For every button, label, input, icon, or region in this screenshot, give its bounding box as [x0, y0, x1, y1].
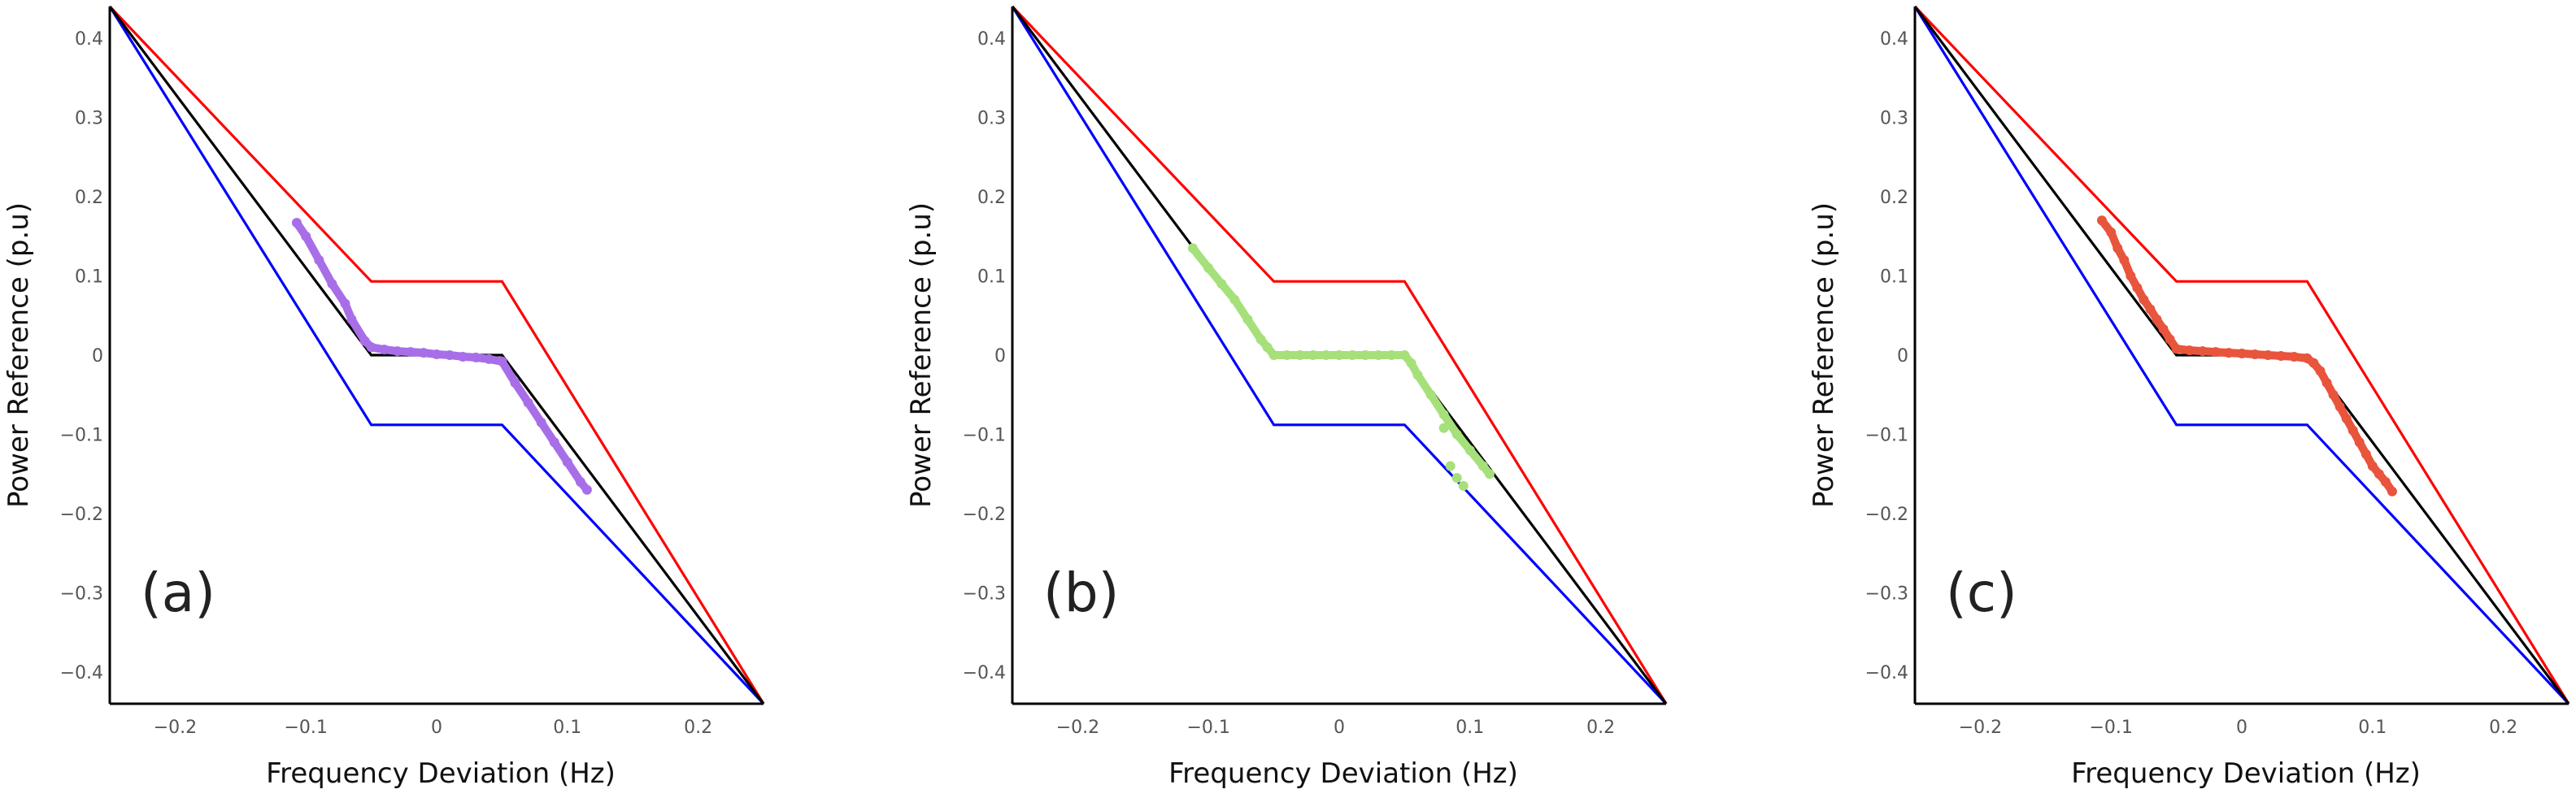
measured-outliers-point: [1458, 480, 1469, 491]
x-tick-label: 0: [2236, 718, 2247, 738]
y-tick-label: 0.2: [75, 188, 103, 208]
x-tick-label: 0.2: [2489, 718, 2517, 738]
chart-panel-a: 0.4 0.3 0.2 0.1 0 −0.1 −0.2 −0.3 −0.4 −0.2 −0.1 0 0.…: [2, 5, 765, 790]
y-tick-label: 0.3: [977, 109, 1006, 129]
y-tick-label: −0.2: [963, 505, 1006, 525]
chart-panel-b: 0.4 0.3 0.2 0.1 0 −0.1 −0.2 −0.3 −0.4 −0.2 −0.1 0 0.…: [905, 5, 1668, 790]
measured-trace: [2097, 216, 2396, 496]
measured-series: [291, 218, 592, 495]
y-tick-label: −0.1: [60, 426, 103, 446]
x-tick-label: −0.1: [1186, 718, 1229, 738]
y-tick-label: 0.3: [1880, 109, 1908, 129]
x-tick-label: 0.2: [1586, 718, 1615, 738]
y-tick-label: −0.4: [1865, 663, 1908, 683]
x-tick-label: −0.1: [2089, 718, 2132, 738]
x-axis-title: Frequency Deviation (Hz): [2071, 757, 2421, 790]
y-tick-label: −0.3: [1865, 584, 1908, 605]
panel-label: (a): [141, 562, 215, 624]
x-axis-title: Frequency Deviation (Hz): [1168, 757, 1518, 790]
upper-bound-line: [1913, 5, 2570, 705]
y-tick-label: 0.1: [977, 267, 1006, 288]
y-tick-label: 0.2: [977, 188, 1006, 208]
x-tick-label: 0.1: [553, 718, 581, 738]
y-tick-label: 0: [1897, 346, 1908, 366]
x-tick-label: 0: [1334, 718, 1345, 738]
y-tick-label: 0: [994, 346, 1006, 366]
x-tick-label: −0.2: [1959, 718, 2002, 738]
measured-trace: [1188, 244, 1494, 479]
lower-bound-line: [108, 6, 765, 705]
measured-series: [2096, 215, 2397, 497]
y-axis-title: Power Reference (p.u): [2, 202, 35, 508]
y-tick-label: 0: [92, 346, 103, 366]
y-tick-label: −0.4: [963, 663, 1006, 683]
y-tick-label: 0.1: [1880, 267, 1908, 288]
measured-series: [1187, 243, 1495, 479]
y-tick-label: −0.2: [1865, 505, 1908, 525]
x-tick-label: 0: [431, 718, 442, 738]
y-axis-title: Power Reference (p.u): [1808, 202, 1840, 508]
upper-bound-line: [108, 5, 765, 705]
lower-bound-line: [1011, 6, 1668, 705]
x-tick-label: −0.1: [284, 718, 327, 738]
y-tick-label: −0.3: [60, 584, 103, 605]
y-tick-label: −0.1: [963, 426, 1006, 446]
measured-outliers-series: [1438, 423, 1469, 491]
lower-bound-line: [1913, 6, 2570, 705]
upper-bound-line: [1011, 5, 1668, 705]
y-tick-label: 0.4: [1880, 29, 1908, 50]
y-tick-label: −0.1: [1865, 426, 1908, 446]
y-axis-title: Power Reference (p.u): [905, 202, 938, 508]
y-tick-label: 0.4: [75, 29, 103, 50]
y-tick-label: 0.2: [1880, 188, 1908, 208]
measured-outliers-point: [1445, 461, 1456, 471]
x-tick-label: −0.2: [1056, 718, 1099, 738]
panel-label: (b): [1043, 562, 1119, 624]
y-tick-label: −0.2: [60, 505, 103, 525]
x-tick-label: 0.1: [1456, 718, 1484, 738]
y-tick-label: −0.4: [60, 663, 103, 683]
measured-outliers-point: [1451, 473, 1462, 484]
y-tick-label: 0.3: [75, 109, 103, 129]
measured-outliers-point: [1438, 423, 1449, 433]
measured-trace: [292, 219, 591, 494]
x-tick-label: 0.1: [2358, 718, 2387, 738]
chart-panel-c: 0.4 0.3 0.2 0.1 0 −0.1 −0.2 −0.3 −0.4 −0.2 −0.1 0 0.…: [1808, 5, 2570, 790]
x-tick-label: 0.2: [684, 718, 712, 738]
x-tick-label: −0.2: [154, 718, 197, 738]
panel-label: (c): [1946, 562, 2017, 624]
y-tick-label: 0.4: [977, 29, 1006, 50]
x-axis-title: Frequency Deviation (Hz): [266, 757, 616, 790]
y-tick-label: 0.1: [75, 267, 103, 288]
y-tick-label: −0.3: [963, 584, 1006, 605]
